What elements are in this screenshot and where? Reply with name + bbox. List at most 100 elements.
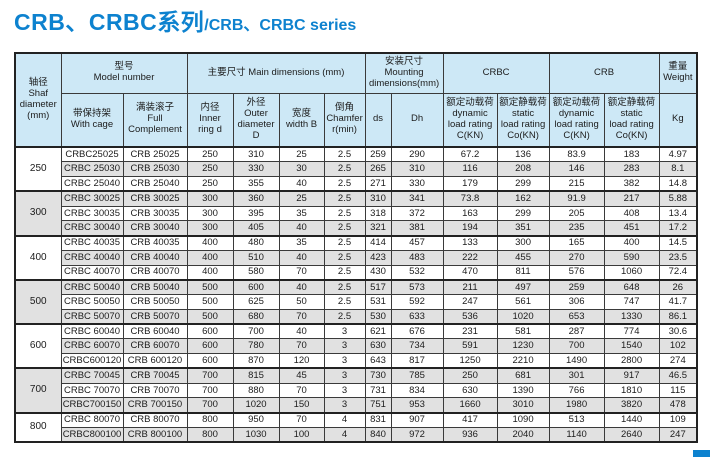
table-row: CRBC800100 CRB 800100 800 1030 100 4 840 972 936… [15, 426, 698, 443]
crb-static-rating: 2800 [603, 353, 660, 369]
shaft-diameter-group: 400 [14, 234, 62, 281]
outer-diameter-d: 510 [232, 249, 280, 266]
crb-static-rating: 217 [603, 190, 660, 207]
crb-dynamic-rating: 700 [548, 338, 605, 354]
model-with-cage: CRBC 25040 [60, 176, 124, 192]
weight-kg: 115 [658, 382, 698, 399]
crbc-dynamic-rating: 116 [442, 161, 498, 177]
width-b: 40 [278, 278, 325, 295]
ds-value: 751 [364, 397, 392, 413]
dh-value: 953 [390, 397, 444, 413]
width-b: 40 [278, 220, 325, 236]
table-row: CRBC 60070 CRB 60070 600 780 70 3 630 734 591 123… [15, 338, 698, 354]
crb-static-rating: 1810 [603, 382, 660, 399]
dh-value: 633 [390, 308, 444, 325]
weight-kg: 30.6 [658, 323, 698, 340]
crbc-static-rating: 300 [496, 234, 550, 251]
weight-kg: 26 [658, 278, 698, 295]
crb-static-rating: 408 [603, 205, 660, 222]
model-with-cage: CRBC 30025 [60, 190, 124, 207]
inner-ring-d: 250 [186, 161, 234, 177]
weight-kg: 102 [658, 338, 698, 354]
model-full-complement: CRB 40035 [122, 234, 188, 251]
model-full-complement: CRB 50050 [122, 294, 188, 310]
dh-value: 532 [390, 264, 444, 281]
page-title-zh: CRB、CRBC系列 [14, 9, 205, 35]
inner-ring-d: 600 [186, 323, 234, 340]
header-ds: ds [364, 92, 392, 148]
table-row: 800 CRBC 80070 CRB 80070 800 950 70 4 831 907 417… [14, 411, 698, 443]
header-weight: 重量 Weight [658, 52, 698, 94]
chamfer-r: 2.5 [323, 249, 366, 266]
table-row: CRBC 50070 CRB 50070 500 680 70 2.5 530 633 536 1… [15, 308, 698, 325]
model-full-complement: CRB 50070 [122, 308, 188, 325]
crbc-static-rating: 2210 [496, 353, 550, 369]
page-corner-mark [693, 450, 710, 457]
crb-static-rating: 451 [603, 220, 660, 236]
crbc-dynamic-rating: 936 [442, 426, 498, 443]
weight-kg: 17.2 [658, 220, 698, 236]
ds-value: 731 [364, 382, 392, 399]
crbc-dynamic-rating: 1250 [442, 353, 498, 369]
model-full-complement: CRB 700150 [122, 397, 188, 413]
model-full-complement: CRB 40070 [122, 264, 188, 281]
model-full-complement: CRB 40040 [122, 249, 188, 266]
weight-kg: 5.88 [658, 190, 698, 207]
header-outer-diameter: 外径 Outer diameter D [232, 92, 280, 148]
header-model-number: 型号 Model number [60, 52, 188, 94]
table-body: 250 CRBC25025 CRB 25025 250 310 25 2.5 259 290 67… [14, 146, 698, 443]
model-full-complement: CRB 60070 [122, 338, 188, 354]
ds-value: 310 [364, 190, 392, 207]
crbc-static-rating: 1230 [496, 338, 550, 354]
dh-value: 381 [390, 220, 444, 236]
outer-diameter-d: 780 [232, 338, 280, 354]
chamfer-r: 2.5 [323, 161, 366, 177]
outer-diameter-d: 395 [232, 205, 280, 222]
model-with-cage: CRBC 60040 [60, 323, 124, 340]
table-row: 600 CRBC 60040 CRB 60040 600 700 40 3 621 676 231… [14, 322, 698, 369]
crbc-static-rating: 811 [496, 264, 550, 281]
model-with-cage: CRBC 30040 [60, 220, 124, 236]
width-b: 35 [278, 234, 325, 251]
crb-static-rating: 1440 [603, 411, 660, 428]
header-crb: CRB [548, 52, 660, 94]
table-row: CRBC 25040 CRB 25040 250 355 40 2.5 271 330 179 2… [15, 176, 698, 192]
ds-value: 730 [364, 367, 392, 384]
table-row: CRBC 70070 CRB 70070 700 880 70 3 731 834 630 139… [15, 382, 698, 399]
outer-diameter-d: 405 [232, 220, 280, 236]
table-row: CRBC700150 CRB 700150 700 1020 150 3 751 953 166… [15, 397, 698, 413]
chamfer-r: 2.5 [323, 294, 366, 310]
chamfer-r: 3 [323, 382, 366, 399]
chamfer-r: 2.5 [323, 146, 366, 163]
crb-dynamic-rating: 165 [548, 234, 605, 251]
crb-dynamic-rating: 215 [548, 176, 605, 192]
header-width-b: 宽度 width B [278, 92, 325, 148]
inner-ring-d: 700 [186, 382, 234, 399]
width-b: 150 [278, 397, 325, 413]
crbc-dynamic-rating: 194 [442, 220, 498, 236]
table-row: 700 CRBC 70045 CRB 70045 700 815 45 3 730 785 250… [14, 367, 698, 414]
model-full-complement: CRB 25030 [122, 161, 188, 177]
ds-value: 265 [364, 161, 392, 177]
model-with-cage: CRBC 50070 [60, 308, 124, 325]
crbc-dynamic-rating: 73.8 [442, 190, 498, 207]
dh-value: 372 [390, 205, 444, 222]
weight-kg: 72.4 [658, 264, 698, 281]
shaft-diameter-group: 600 [14, 322, 62, 369]
inner-ring-d: 300 [186, 220, 234, 236]
inner-ring-d: 300 [186, 205, 234, 222]
dh-value: 785 [390, 367, 444, 384]
crb-static-rating: 1060 [603, 264, 660, 281]
crbc-dynamic-rating: 163 [442, 205, 498, 222]
ds-value: 423 [364, 249, 392, 266]
chamfer-r: 3 [323, 367, 366, 384]
model-full-complement: CRB 70070 [122, 382, 188, 399]
crb-static-rating: 1540 [603, 338, 660, 354]
width-b: 25 [278, 146, 325, 163]
model-with-cage: CRBC 30035 [60, 205, 124, 222]
chamfer-r: 2.5 [323, 176, 366, 192]
header-crb-dynamic: 额定动载荷 dynamic load rating C(KN) [548, 92, 605, 148]
inner-ring-d: 500 [186, 278, 234, 295]
crbc-static-rating: 455 [496, 249, 550, 266]
width-b: 35 [278, 205, 325, 222]
